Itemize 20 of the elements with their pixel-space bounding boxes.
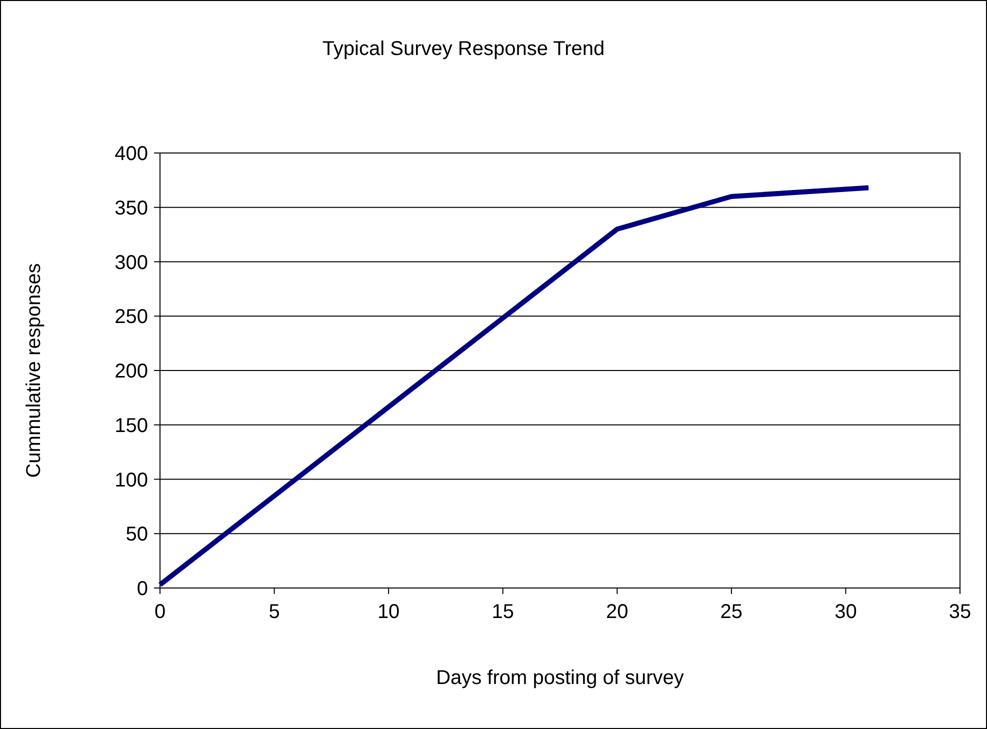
x-tick-label: 30 xyxy=(834,601,857,623)
y-axis-title: Cummulative responses xyxy=(23,263,45,478)
y-tick-label: 150 xyxy=(114,414,148,437)
y-tick-label: 0 xyxy=(136,578,148,600)
y-tick-label: 250 xyxy=(114,306,148,328)
y-tick-label: 400 xyxy=(114,143,148,165)
x-tick-label: 20 xyxy=(606,601,628,623)
chart-title: Typical Survey Response Trend xyxy=(322,38,605,60)
x-tick-label: 35 xyxy=(948,601,972,623)
x-axis-title: Days from posting of survey xyxy=(436,667,684,689)
x-tick-label: 5 xyxy=(268,601,280,623)
y-tick-label: 50 xyxy=(126,524,148,546)
x-tick-label: 0 xyxy=(154,601,166,623)
x-tick-label: 15 xyxy=(492,601,514,623)
y-tick-label: 200 xyxy=(114,360,148,382)
x-tick-label: 10 xyxy=(377,601,400,623)
y-tick-label: 350 xyxy=(114,197,148,220)
y-tick-label: 300 xyxy=(114,252,148,274)
x-tick-label: 25 xyxy=(720,601,743,623)
y-tick-label: 100 xyxy=(114,469,148,492)
